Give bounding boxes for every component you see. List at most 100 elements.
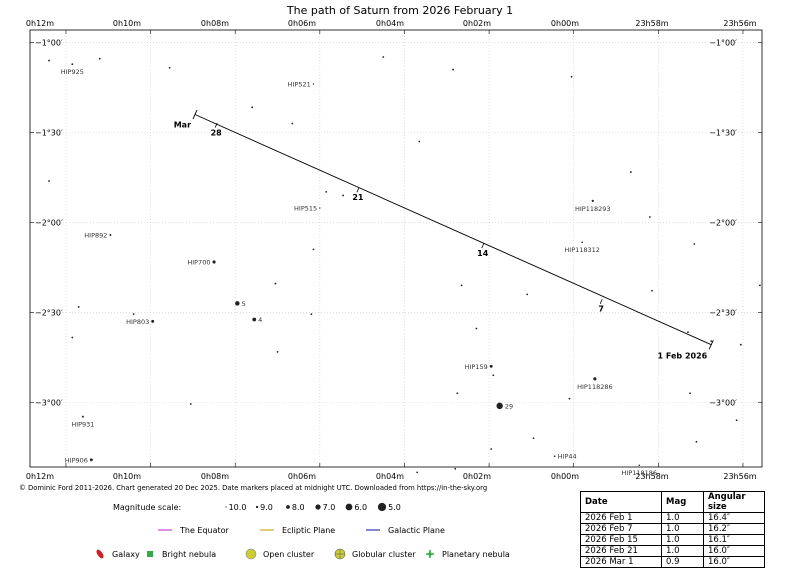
ephemeris-header-row: Date Mag Angular size	[580, 491, 765, 513]
star-label: HIP118312	[564, 246, 600, 254]
faint-star	[695, 440, 698, 443]
faint-star	[416, 471, 419, 474]
magnitude-value: 6.0	[354, 503, 367, 512]
faint-star	[475, 327, 478, 330]
faint-star	[460, 284, 463, 287]
legend-object-label: Bright nebula	[162, 550, 216, 559]
x-tick-label-bottom: 0h02m	[463, 472, 491, 481]
x-tick-label-bottom: 23h58m	[635, 472, 668, 481]
path-date-tick	[599, 299, 603, 304]
y-tick-label-left: −2°30′	[35, 308, 63, 317]
y-tick-label-left: −1°30′	[35, 129, 63, 138]
faint-star	[568, 397, 571, 400]
faint-star	[77, 306, 80, 308]
magnitude-value: 9.0	[260, 503, 273, 512]
faint-star	[251, 106, 254, 109]
faint-star	[189, 403, 192, 405]
x-tick-label-top: 0h12m	[26, 19, 54, 28]
legend-line-label: Galactic Plane	[388, 526, 445, 535]
ephemeris-size: 16.2″	[703, 523, 765, 535]
magnitude-value: 8.0	[292, 503, 305, 512]
faint-star	[526, 293, 529, 296]
plot-frame	[29, 29, 763, 468]
star-label: HIP931	[71, 421, 94, 429]
x-tick-label-bottom: 0h04m	[376, 472, 404, 481]
magnitude-dot	[255, 505, 259, 509]
faint-star	[452, 68, 455, 71]
star	[81, 415, 84, 418]
path-endpoint-tick	[708, 339, 714, 350]
faint-star	[168, 66, 171, 69]
x-tick-label-top: 0h08m	[201, 19, 229, 28]
magnitude-dot	[377, 502, 387, 512]
chart-title: The path of Saturn from 2026 February 1	[286, 4, 513, 17]
star	[252, 317, 257, 322]
star-label: HIP515	[294, 205, 317, 213]
star	[553, 455, 556, 458]
x-tick-label-bottom: 0h10m	[113, 472, 141, 481]
faint-star	[739, 343, 742, 346]
legend-object-label: Open cluster	[263, 550, 315, 559]
path-line	[194, 114, 712, 346]
ephemeris-header-mag: Mag	[661, 491, 704, 513]
x-tick-label-bottom: 0h00m	[551, 472, 579, 481]
faint-star	[98, 57, 101, 60]
ephemeris-header-date: Date	[580, 491, 662, 513]
star-label: HIP700	[187, 258, 210, 266]
table-row: 2026 Mar 1 0.9 16.0″	[580, 556, 765, 568]
ephemeris-date: 2026 Feb 7	[580, 523, 662, 535]
faint-star	[71, 336, 74, 339]
faint-star	[570, 75, 573, 78]
ephemeris-mag: 1.0	[661, 523, 704, 535]
faint-star	[418, 140, 421, 143]
ephemeris-size: 16.0″	[703, 545, 765, 557]
faint-star	[532, 437, 535, 440]
faint-star	[735, 419, 738, 422]
y-tick-label-right: −1°30′	[709, 129, 737, 138]
x-tick-label-top: 0h02m	[463, 19, 491, 28]
star	[235, 301, 240, 306]
y-tick-label-right: −2°30′	[709, 308, 737, 317]
star	[581, 241, 583, 244]
star	[496, 402, 503, 410]
y-tick-label-left: −1°00′	[35, 39, 63, 48]
star	[638, 464, 641, 466]
faint-star	[648, 216, 651, 218]
faint-star	[48, 59, 50, 62]
ephemeris-date: 2026 Feb 21	[580, 545, 662, 557]
path-date-tick	[356, 187, 360, 193]
star-label: HIP118293	[575, 205, 611, 213]
table-row: 2026 Feb 15 1.0 16.1″	[580, 534, 765, 546]
grid	[30, 30, 762, 467]
ephemeris-date: 2026 Mar 1	[580, 556, 662, 568]
y-tick-label-left: −3°00′	[35, 398, 63, 407]
y-tick-label-right: −3°00′	[709, 398, 737, 407]
faint-star	[312, 248, 315, 251]
legend-line-label: The Equator	[179, 526, 230, 535]
star-label: 29	[505, 402, 513, 410]
galaxy-icon	[96, 549, 104, 559]
faint-star	[342, 194, 345, 197]
legend-object-label: Galaxy	[112, 550, 140, 559]
y-tick-label-left: −2°00′	[35, 218, 63, 227]
faint-star	[651, 289, 653, 292]
magnitude-dot	[315, 504, 321, 510]
faint-star	[291, 122, 294, 125]
ephemeris-mag: 1.0	[661, 534, 704, 546]
ephemeris-header-size: Angular size	[703, 491, 765, 513]
ephemeris-mag: 1.0	[661, 545, 704, 557]
magnitude-dot	[286, 505, 290, 509]
magnitude-dot	[345, 503, 353, 511]
star-label: 5	[242, 300, 246, 308]
path-start-label: 1 Feb 2026	[658, 352, 708, 361]
star-label: HIP803	[126, 318, 149, 326]
ephemeris-size: 16.4″	[703, 512, 765, 524]
magnitude-scale-label: Magnitude scale:	[113, 503, 181, 512]
faint-star	[490, 448, 493, 450]
table-row: 2026 Feb 1 1.0 16.4″	[580, 512, 765, 524]
ephemeris-date: 2026 Feb 15	[580, 534, 662, 546]
magnitude-value: 10.0	[229, 503, 247, 512]
legend-object-label: Planetary nebula	[442, 550, 510, 559]
star	[212, 260, 216, 264]
credit-text: © Dominic Ford 2011-2026. Chart generate…	[19, 484, 488, 492]
